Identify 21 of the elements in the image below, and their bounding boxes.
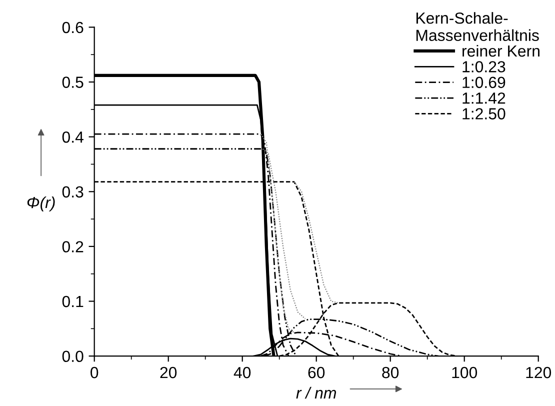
x-tick-label: 100 [452, 366, 478, 378]
x-tick-label: 80 [382, 366, 399, 378]
legend-label: 1:1.42 [462, 92, 506, 104]
y-tick-label: 0.0 [62, 350, 84, 362]
y-tick-label: 0.6 [62, 22, 84, 34]
legend-label: reiner Kern [462, 44, 540, 57]
legend-label: 1:0.69 [462, 76, 506, 88]
x-tick-label: 60 [308, 366, 325, 378]
y-tick-label: 0.3 [62, 186, 84, 198]
legend-label: 1:0.23 [462, 61, 506, 72]
y-tick-label: 0.2 [62, 241, 84, 252]
x-axis-title: r / nm [296, 386, 336, 399]
legend-label: 1:2.50 [462, 108, 506, 120]
y-tick-label: 0.1 [62, 296, 84, 308]
y-tick-label: 0.5 [62, 76, 84, 88]
x-tick-label: 20 [160, 366, 177, 378]
x-tick-label: 120 [526, 366, 552, 378]
x-tick-label: 40 [234, 366, 251, 378]
x-tick-label: 0 [90, 366, 98, 378]
y-axis-title: Φ(r) [27, 196, 55, 212]
y-tick-label: 0.4 [62, 131, 84, 143]
